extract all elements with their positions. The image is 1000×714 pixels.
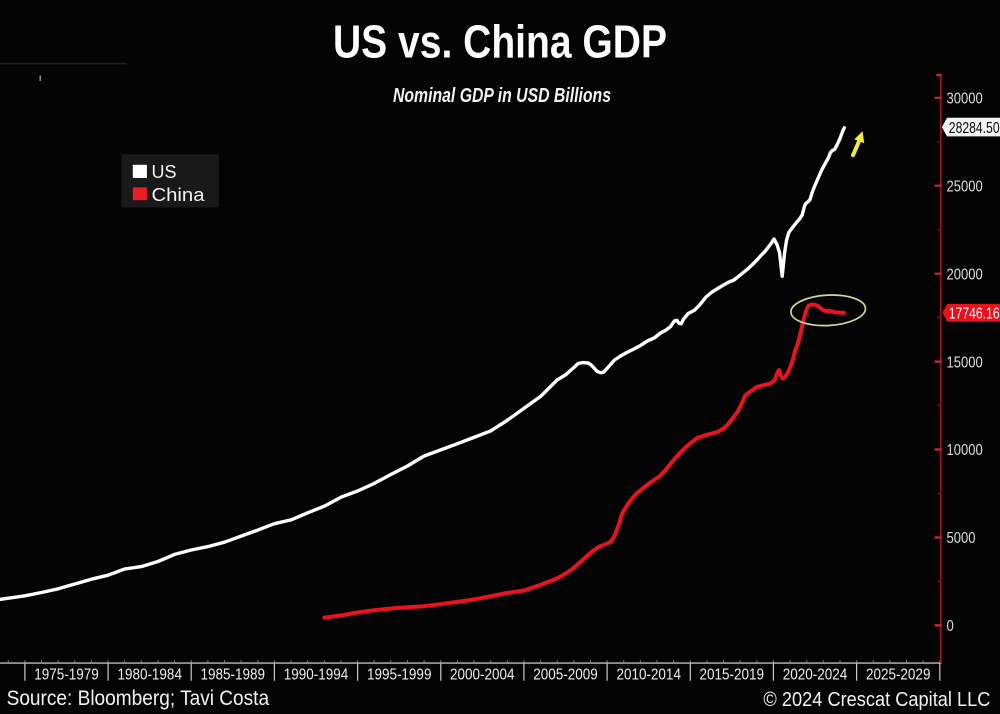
svg-text:US: US bbox=[152, 161, 177, 182]
svg-text:2020-2024: 2020-2024 bbox=[783, 666, 848, 683]
svg-text:1975-1979: 1975-1979 bbox=[34, 666, 99, 683]
svg-text:1990-1994: 1990-1994 bbox=[284, 666, 349, 683]
svg-text:US vs. China GDP: US vs. China GDP bbox=[333, 16, 667, 68]
svg-text:1985-1989: 1985-1989 bbox=[201, 666, 266, 683]
svg-text:2005-2009: 2005-2009 bbox=[533, 666, 598, 683]
svg-text:2000-2004: 2000-2004 bbox=[450, 666, 515, 683]
svg-text:© 2024 Crescat Capital LLC: © 2024 Crescat Capital LLC bbox=[763, 688, 990, 711]
svg-text:10000: 10000 bbox=[947, 442, 983, 459]
svg-text:Source: Bloomberg; Tavi Costa: Source: Bloomberg; Tavi Costa bbox=[7, 687, 270, 710]
svg-text:5000: 5000 bbox=[947, 530, 976, 547]
svg-text:2025-2029: 2025-2029 bbox=[866, 666, 931, 683]
svg-text:2010-2014: 2010-2014 bbox=[616, 666, 681, 683]
svg-text:28284.50: 28284.50 bbox=[949, 120, 1000, 137]
svg-text:20000: 20000 bbox=[947, 266, 983, 283]
svg-text:15000: 15000 bbox=[947, 354, 983, 371]
svg-text:1980-1984: 1980-1984 bbox=[117, 666, 182, 683]
svg-text:1995-1999: 1995-1999 bbox=[367, 666, 432, 683]
svg-text:25000: 25000 bbox=[947, 178, 983, 195]
svg-text:17746.16: 17746.16 bbox=[949, 305, 1000, 322]
svg-text:0: 0 bbox=[947, 618, 954, 635]
svg-text:30000: 30000 bbox=[947, 91, 983, 108]
svg-text:Nominal GDP in USD Billions: Nominal GDP in USD Billions bbox=[393, 84, 611, 107]
svg-text:China: China bbox=[152, 184, 206, 205]
svg-text:2015-2019: 2015-2019 bbox=[700, 666, 765, 683]
